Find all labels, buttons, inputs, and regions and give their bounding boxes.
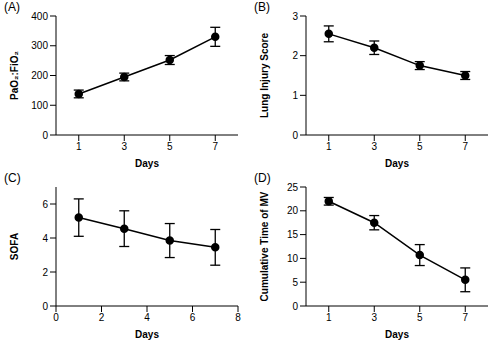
svg-text:100: 100 bbox=[31, 100, 48, 111]
svg-text:Cumulative Time of MV: Cumulative Time of MV bbox=[259, 191, 270, 301]
svg-text:6: 6 bbox=[190, 312, 196, 323]
svg-text:Days: Days bbox=[135, 329, 159, 340]
svg-text:7: 7 bbox=[212, 141, 218, 152]
svg-text:3: 3 bbox=[292, 11, 298, 22]
svg-text:10: 10 bbox=[287, 253, 299, 264]
html-text:(C): (C) bbox=[4, 171, 21, 185]
html-text:(D): (D) bbox=[254, 171, 271, 185]
svg-text:15: 15 bbox=[287, 229, 299, 240]
html-text:(B): (B) bbox=[254, 0, 270, 14]
svg-text:Days: Days bbox=[135, 158, 159, 169]
svg-text:PaO₂:FiO₂: PaO₂:FiO₂ bbox=[9, 51, 20, 100]
svg-text:1: 1 bbox=[292, 90, 298, 101]
svg-text:0: 0 bbox=[292, 130, 298, 141]
svg-text:1: 1 bbox=[326, 312, 332, 323]
svg-text:3: 3 bbox=[371, 141, 377, 152]
svg-text:3: 3 bbox=[371, 312, 377, 323]
svg-text:5: 5 bbox=[417, 141, 423, 152]
svg-text:0: 0 bbox=[42, 301, 48, 312]
svg-text:5: 5 bbox=[417, 312, 423, 323]
svg-text:5: 5 bbox=[167, 141, 173, 152]
svg-text:5: 5 bbox=[292, 277, 298, 288]
svg-text:0: 0 bbox=[42, 130, 48, 141]
svg-text:0: 0 bbox=[53, 312, 59, 323]
svg-text:1: 1 bbox=[326, 141, 332, 152]
svg-text:3: 3 bbox=[121, 141, 127, 152]
svg-text:2: 2 bbox=[292, 50, 298, 61]
svg-text:7: 7 bbox=[462, 312, 468, 323]
svg-text:300: 300 bbox=[31, 40, 48, 51]
html-text:(A): (A) bbox=[4, 0, 20, 14]
svg-text:0: 0 bbox=[292, 301, 298, 312]
svg-text:Lung Injury Score: Lung Injury Score bbox=[259, 33, 270, 118]
svg-text:4: 4 bbox=[42, 233, 48, 244]
svg-text:Days: Days bbox=[385, 158, 409, 169]
svg-text:8: 8 bbox=[235, 312, 241, 323]
svg-text:20: 20 bbox=[287, 205, 299, 216]
svg-text:7: 7 bbox=[462, 141, 468, 152]
svg-text:400: 400 bbox=[31, 11, 48, 22]
svg-text:200: 200 bbox=[31, 70, 48, 81]
svg-text:1: 1 bbox=[76, 141, 82, 152]
svg-text:4: 4 bbox=[144, 312, 150, 323]
svg-text:6: 6 bbox=[42, 199, 48, 210]
svg-text:SOFA: SOFA bbox=[9, 233, 20, 260]
svg-text:Days: Days bbox=[385, 329, 409, 340]
svg-text:25: 25 bbox=[287, 182, 299, 193]
svg-text:2: 2 bbox=[99, 312, 105, 323]
svg-text:2: 2 bbox=[42, 267, 48, 278]
